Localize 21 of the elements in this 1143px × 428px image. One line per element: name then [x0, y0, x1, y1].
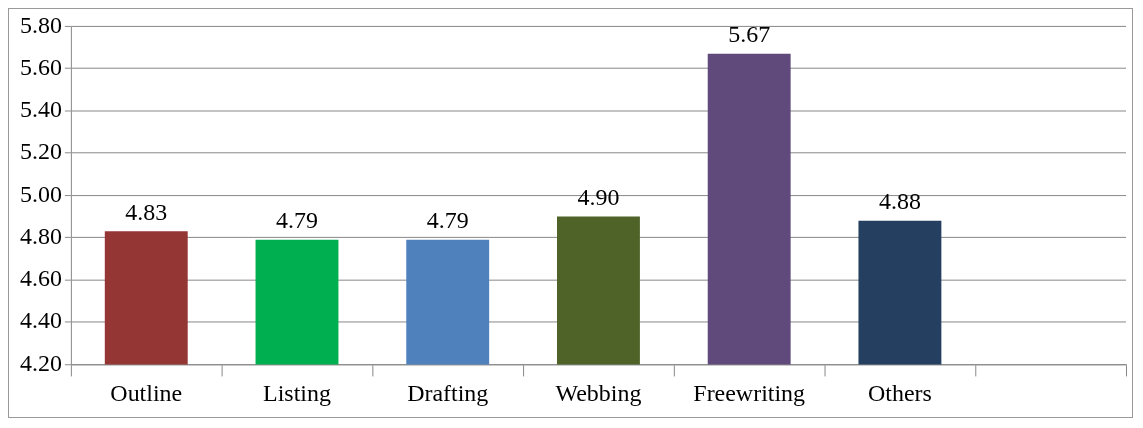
y-tick-label: 5.20	[20, 138, 62, 165]
x-tick-label: Others	[867, 380, 932, 406]
x-tick-label: Webbing	[555, 380, 642, 406]
x-tick-label: Drafting	[407, 380, 489, 406]
y-tick-label: 4.40	[20, 307, 62, 334]
y-tick-label: 5.60	[20, 53, 62, 80]
data-label: 4.83	[125, 198, 168, 225]
data-label: 4.79	[426, 207, 469, 234]
data-label: 4.79	[276, 207, 318, 234]
x-tick-label: Listing	[263, 380, 331, 406]
data-label: 5.67	[728, 21, 771, 48]
y-tick-label: 4.80	[20, 222, 62, 249]
x-tick-label: Freewriting	[693, 380, 806, 406]
data-label: 4.88	[878, 188, 921, 215]
y-tick-label: 4.20	[20, 349, 62, 376]
y-tick-label: 4.60	[20, 265, 62, 292]
y-tick-label: 5.00	[20, 180, 62, 207]
data-label: 4.90	[577, 183, 620, 210]
y-tick-label: 5.40	[20, 96, 62, 123]
x-tick-label: Outline	[110, 380, 183, 406]
y-tick-label: 5.80	[20, 11, 62, 38]
